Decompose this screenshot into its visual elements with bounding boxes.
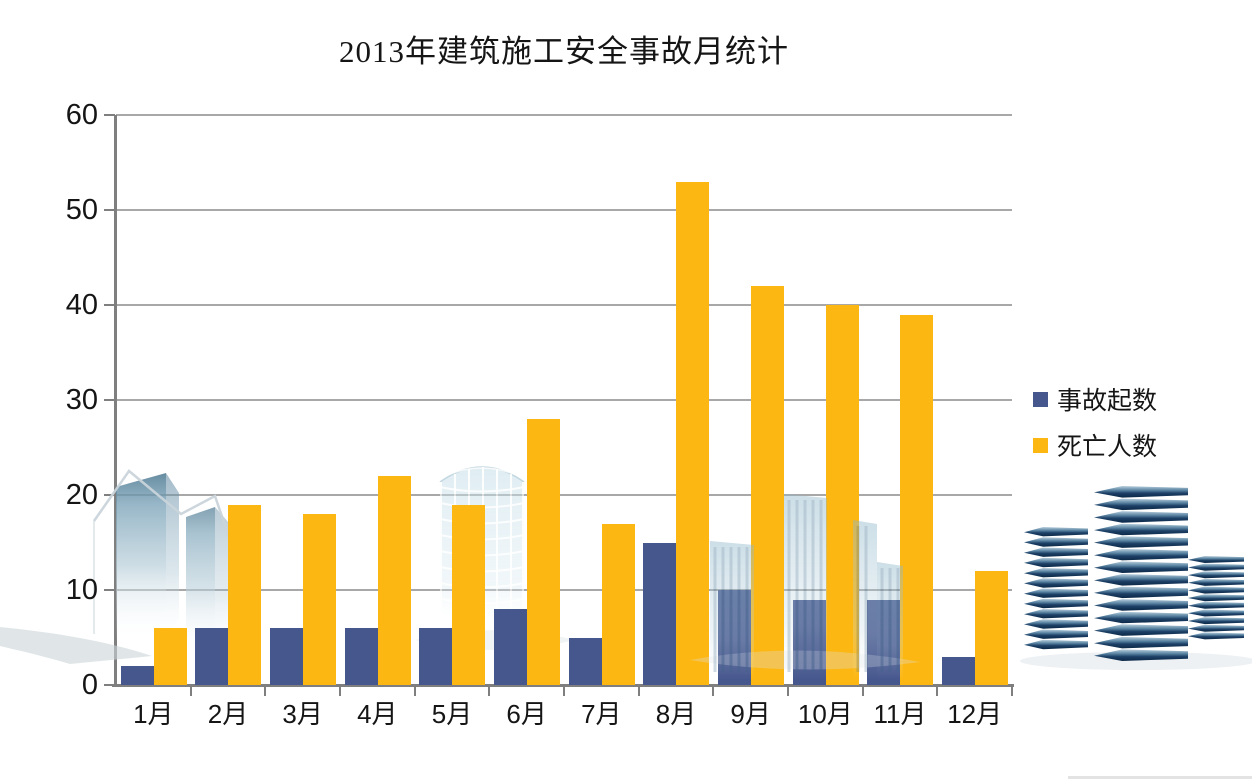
y-axis-tick [104,209,115,211]
x-axis-label: 8月 [655,699,697,729]
x-axis-tick [563,687,565,696]
x-axis-label: 4月 [357,699,398,729]
chart-title: 2013年建筑施工安全事故月统计 [339,34,789,69]
x-axis-label: 1月 [133,699,174,729]
y-axis-tick [104,399,115,401]
bar-deaths [601,523,635,685]
x-axis-label: 12月 [947,699,1003,729]
y-axis-label: 0 [81,669,98,701]
x-axis-label: 7月 [581,699,622,729]
x-axis-line [112,684,1014,687]
x-axis-tick [637,687,640,696]
gridline [116,399,1012,401]
y-axis-tick [104,684,115,686]
x-axis-tick [936,687,939,696]
y-axis-label: 10 [65,574,98,606]
bar-accidents [941,656,975,685]
gridline [116,114,1012,116]
y-axis-label: 20 [65,479,98,511]
bottom-right-strip [1068,776,1252,779]
bar-deaths [900,314,934,685]
x-axis-tick [861,687,864,696]
x-axis-tick [1011,687,1013,696]
x-axis-tick [339,687,341,696]
bar-deaths [526,419,560,685]
x-axis-tick [787,687,789,696]
x-axis-label: 5月 [431,699,473,729]
x-axis-label: 10月 [797,699,853,729]
bar-deaths [676,181,710,685]
bar-accidents [120,666,154,685]
bar-deaths [974,571,1008,685]
bar-accidents [269,628,303,685]
y-axis-label: 40 [65,289,98,321]
gridline [116,304,1012,306]
x-axis-tick [413,687,416,696]
bar-accidents [643,542,677,685]
x-axis-tick [264,687,267,696]
x-axis-label: 9月 [730,699,771,729]
legend-item: 死亡人数 [1033,427,1157,463]
bar-deaths [377,476,411,685]
bar-deaths [750,286,784,685]
legend-item: 事故起数 [1033,381,1157,417]
y-axis-label: 30 [65,384,98,416]
legend: 事故起数 死亡人数 [1033,381,1157,473]
y-axis-tick [104,589,115,591]
x-axis-tick [712,687,715,696]
y-axis-tick [104,114,115,116]
bar-accidents [568,637,602,685]
gridline [116,494,1012,496]
y-axis-label: 60 [65,99,98,131]
y-axis-label: 50 [65,194,98,226]
x-axis-tick [189,687,192,696]
legend-swatch-icon [1033,437,1048,453]
bar-accidents [419,628,453,685]
legend-label: 死亡人数 [1057,433,1158,461]
y-axis-line [114,115,117,687]
y-axis-tick [104,304,115,306]
x-axis-label: 11月 [873,699,927,729]
gridline [116,209,1012,211]
x-axis-label: 2月 [207,699,249,729]
bar-deaths [302,514,336,685]
legend-label: 事故起数 [1057,387,1158,415]
bar-accidents [344,628,378,685]
legend-swatch-icon [1033,391,1048,407]
gridline [116,589,1012,591]
x-axis-label: 3月 [282,699,323,729]
x-axis-label: 6月 [506,699,547,729]
x-axis-tick [488,687,491,696]
